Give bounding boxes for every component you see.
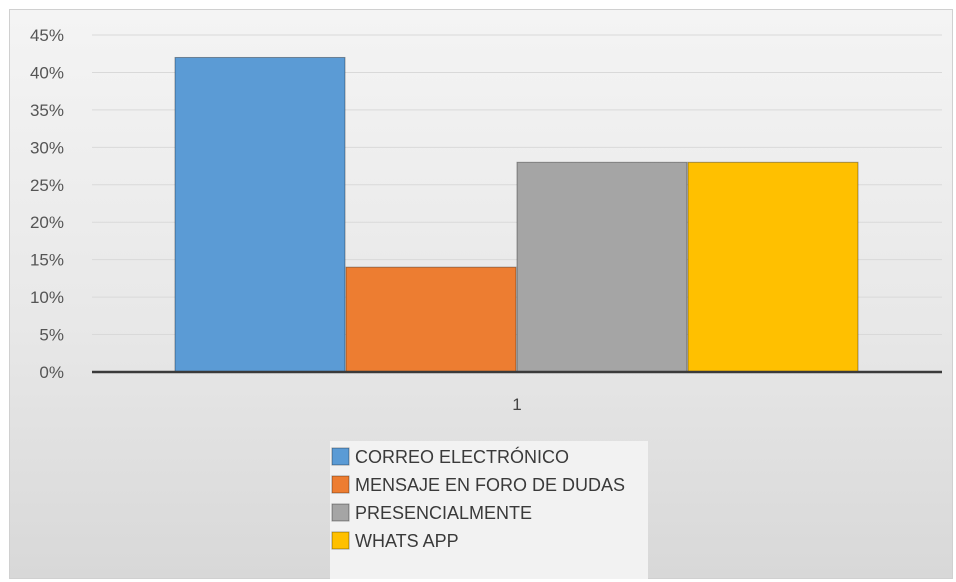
y-tick-label: 45%: [30, 26, 64, 45]
y-tick-label: 30%: [30, 138, 64, 157]
x-tick-label: 1: [512, 395, 521, 414]
y-tick-label: 25%: [30, 176, 64, 195]
y-tick-label: 10%: [30, 288, 64, 307]
bar-4: [687, 161, 859, 373]
legend-swatch-1: [331, 447, 350, 466]
legend-label-1: CORREO ELECTRÓNICO: [355, 446, 569, 467]
bar-1: [174, 56, 346, 373]
legend-label-3: PRESENCIALMENTE: [355, 503, 532, 523]
y-tick-label: 40%: [30, 63, 64, 82]
legend-box: [330, 441, 648, 579]
y-tick-label: 20%: [30, 213, 64, 232]
y-tick-label: 5%: [39, 326, 64, 345]
y-tick-label: 15%: [30, 251, 64, 270]
legend-swatch-4: [331, 531, 350, 550]
legend-label-4: WHATS APP: [355, 531, 459, 551]
bar-2: [345, 266, 517, 373]
y-tick-label: 0%: [39, 363, 64, 382]
legend-swatch-2: [331, 475, 350, 494]
bar-3: [516, 161, 688, 373]
legend-swatch-3: [331, 503, 350, 522]
y-tick-label: 35%: [30, 101, 64, 120]
legend-label-2: MENSAJE EN FORO DE DUDAS: [355, 475, 625, 495]
